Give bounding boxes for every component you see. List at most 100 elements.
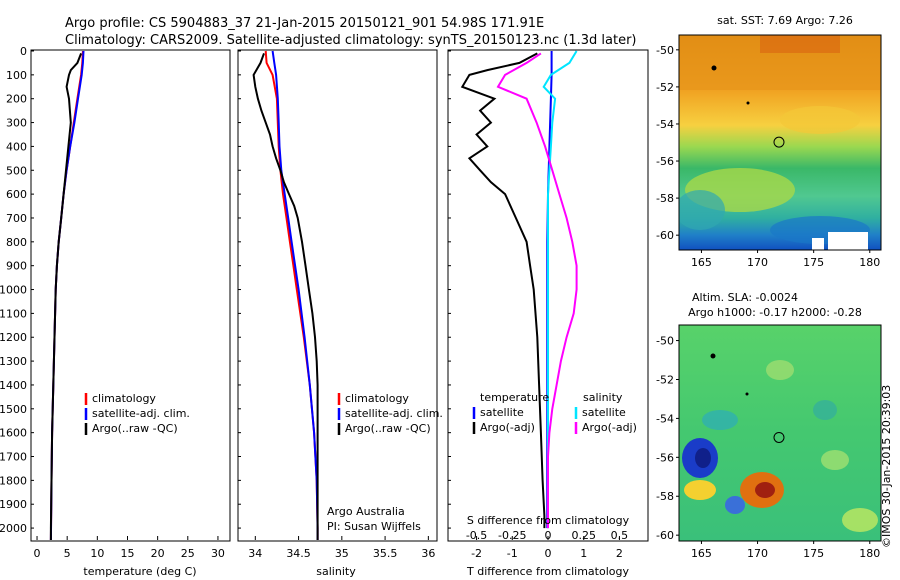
island-marker bbox=[710, 353, 716, 359]
sst-missing-data bbox=[812, 238, 824, 250]
salinity-xlabel: salinity bbox=[316, 565, 356, 578]
sst-missing-data bbox=[828, 232, 868, 250]
temperature-legend: climatology satellite-adj. clim. Argo(..… bbox=[84, 392, 190, 435]
map-x-tick-label: 170 bbox=[747, 256, 768, 269]
map-y-tick-label: -60 bbox=[656, 229, 674, 242]
map-x-tick-label: 165 bbox=[691, 547, 712, 560]
depth-tick-label: 400 bbox=[6, 140, 27, 153]
depth-tick-label: 1300 bbox=[0, 355, 27, 368]
depth-tick-label: 1200 bbox=[0, 331, 27, 344]
difference-legend: temperature satellite Argo(-adj) salinit… bbox=[467, 391, 637, 527]
sst-map-frame bbox=[678, 34, 882, 251]
sla-map-subtitle: Argo h1000: -0.17 h2000: -0.28 bbox=[688, 306, 862, 319]
depth-tick-label: 1800 bbox=[0, 474, 27, 487]
temperature-x-tick-label: 10 bbox=[90, 547, 104, 560]
temperature-x-tick-label: 30 bbox=[211, 547, 225, 560]
sla-positive-patch bbox=[821, 450, 849, 470]
temperature-panel-frame bbox=[30, 49, 231, 542]
depth-tick-label: 1500 bbox=[0, 403, 27, 416]
sla-negative-patch bbox=[725, 496, 745, 514]
depth-tick-label: 300 bbox=[6, 117, 27, 130]
depth-tick-label: 800 bbox=[6, 236, 27, 249]
legend-label-satellite: satellite-adj. clim. bbox=[345, 407, 443, 420]
sla-high-core bbox=[755, 482, 775, 498]
sla-negative-patch bbox=[813, 400, 837, 420]
depth-tick-label: 2000 bbox=[0, 522, 27, 535]
map-y-tick-label: -56 bbox=[656, 155, 674, 168]
legend-label-s-argo: Argo(-adj) bbox=[582, 421, 637, 434]
difference-s-tick-label: 0 bbox=[545, 529, 552, 542]
argo-position-marker bbox=[773, 431, 785, 443]
sst-map: sat. SST: 7.69 Argo: 7.26 165 170 175 180 -5… bbox=[656, 14, 882, 269]
sst-map-title: sat. SST: 7.69 Argo: 7.26 bbox=[717, 14, 853, 27]
depth-tick-label: 1100 bbox=[0, 307, 27, 320]
map-x-tick-label: 175 bbox=[803, 256, 824, 269]
legend-title-temperature: temperature bbox=[480, 391, 549, 404]
difference-plot: -2 -1 0 1 2 -0.5 -0.25 0 0.25 0.5 bbox=[460, 50, 629, 560]
depth-tick-label: 700 bbox=[6, 212, 27, 225]
map-y-tick-label: -56 bbox=[656, 451, 674, 464]
map-y-tick-label: -58 bbox=[656, 192, 674, 205]
legend-title-salinity: salinity bbox=[583, 391, 623, 404]
map-y-tick-label: -54 bbox=[656, 118, 674, 131]
difference-t-x-tick-label: -2 bbox=[471, 547, 482, 560]
difference-s-tick-label: -0.5 bbox=[466, 529, 487, 542]
sla-map: Altim. SLA: -0.0024 Argo h1000: -0.17 h2… bbox=[656, 291, 882, 560]
header-line-2: Climatology: CARS2009. Satellite-adjuste… bbox=[65, 33, 637, 48]
legend-label-climatology: climatology bbox=[92, 392, 156, 405]
sst-teal-patch bbox=[679, 190, 725, 230]
depth-tick-label: 1600 bbox=[0, 427, 27, 440]
depth-axis: 0 100 200 300 400 500 600 700 800 900 1000 1100 1200… bbox=[0, 45, 451, 535]
sst-map-axes: 165 170 175 180 -50 -52 -54 -56 -58 -60 bbox=[656, 44, 880, 269]
map-x-tick-label: 175 bbox=[803, 547, 824, 560]
depth-tick-label: 500 bbox=[6, 164, 27, 177]
salinity-panel-frame bbox=[237, 49, 438, 542]
map-y-tick-label: -50 bbox=[656, 335, 674, 348]
island-marker bbox=[745, 392, 749, 396]
difference-s-tick-label: 0.5 bbox=[611, 529, 629, 542]
series-satellite bbox=[271, 50, 319, 540]
sla-negative-patch bbox=[702, 410, 738, 430]
map-y-tick-label: -58 bbox=[656, 490, 674, 503]
map-x-tick-label: 180 bbox=[859, 547, 880, 560]
depth-tick-label: 0 bbox=[20, 45, 27, 58]
map-y-tick-label: -54 bbox=[656, 412, 674, 425]
series-s-satellite bbox=[542, 50, 578, 529]
map-y-tick-label: -60 bbox=[656, 529, 674, 542]
legend-label-t-argo: Argo(-adj) bbox=[480, 421, 535, 434]
island-marker bbox=[746, 101, 750, 105]
sla-map-frame bbox=[678, 324, 882, 542]
difference-xlabel: T difference from climatology bbox=[466, 565, 629, 578]
sla-low-core bbox=[695, 448, 711, 468]
legend-label-s-satellite: satellite bbox=[582, 406, 626, 419]
map-x-tick-label: 180 bbox=[859, 256, 880, 269]
temperature-x-tick-label: 25 bbox=[181, 547, 195, 560]
legend-label-argo: Argo(..raw -QC) bbox=[92, 422, 178, 435]
depth-tick-label: 600 bbox=[6, 188, 27, 201]
annotation-argo-australia: Argo Australia bbox=[327, 505, 405, 518]
sla-map-title: Altim. SLA: -0.0024 bbox=[692, 291, 798, 304]
depth-tick-label: 100 bbox=[6, 69, 27, 82]
sla-map-axes: 165 170 175 180 -50 -52 -54 -56 -58 -60 bbox=[656, 335, 880, 560]
depth-tick-label: 900 bbox=[6, 260, 27, 273]
map-x-tick-label: 165 bbox=[691, 256, 712, 269]
map-y-tick-label: -52 bbox=[656, 373, 674, 386]
legend-label-climatology: climatology bbox=[345, 392, 409, 405]
difference-s-tick-label: 0.25 bbox=[571, 529, 596, 542]
salinity-plot: 34 34.5 35 35.5 36 bbox=[248, 50, 435, 560]
difference-s-tick-label: -0.25 bbox=[498, 529, 526, 542]
depth-tick-label: 1900 bbox=[0, 498, 27, 511]
temperature-xlabel: temperature (deg C) bbox=[83, 565, 196, 578]
salinity-legend: climatology satellite-adj. clim. Argo(..… bbox=[327, 392, 443, 533]
depth-tick-label: 1000 bbox=[0, 284, 27, 297]
map-x-tick-label: 170 bbox=[747, 547, 768, 560]
sla-positive-patch bbox=[842, 508, 878, 532]
depth-tick-label: 1400 bbox=[0, 379, 27, 392]
depth-tick-label: 200 bbox=[6, 93, 27, 106]
difference-t-x-tick-label: 2 bbox=[616, 547, 623, 560]
island-marker bbox=[711, 65, 717, 71]
s-difference-label: S difference from climatology bbox=[467, 514, 630, 527]
legend-label-t-satellite: satellite bbox=[480, 406, 524, 419]
footer-timestamp: ©IMOS 30-Jan-2015 20:39:03 bbox=[880, 385, 893, 548]
